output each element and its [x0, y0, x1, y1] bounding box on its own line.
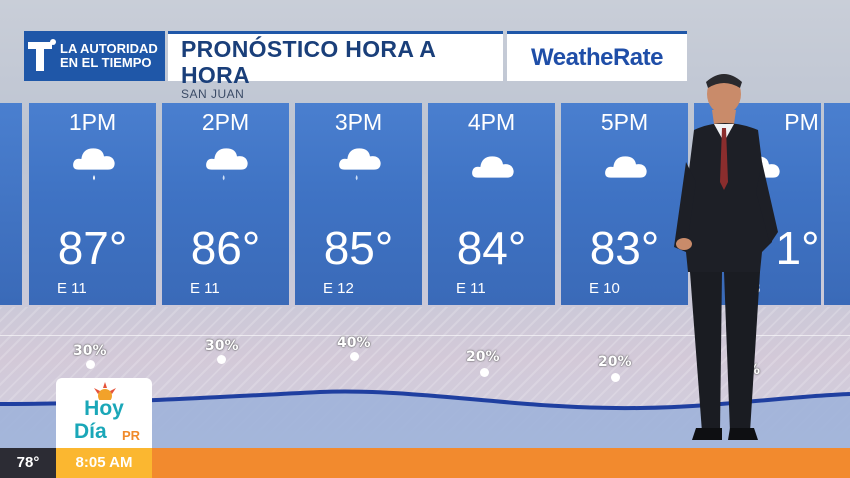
cloud-icon — [605, 156, 647, 178]
precip-point — [217, 355, 226, 364]
current-time: 8:05 AM — [56, 448, 152, 478]
precip-label: 30% — [73, 343, 107, 359]
forecast-wind: E 11 — [456, 280, 486, 297]
forecast-wind: E 11 — [190, 280, 220, 297]
forecast-time: PM — [784, 109, 819, 135]
location-label: SAN JUAN — [181, 87, 245, 101]
network-logo-line2: EN EL TIEMPO — [60, 55, 152, 70]
forecast-time: 4PM — [467, 109, 516, 135]
cloud-rain-icon — [73, 148, 115, 181]
cloud-icon — [472, 156, 514, 178]
precip-label: 20% — [598, 354, 632, 370]
title-panel: PRONÓSTICO HORA A HORA SAN JUAN — [168, 31, 503, 101]
forecast-temp: 83° — [589, 222, 660, 274]
forecast-card-partial-left — [0, 103, 22, 305]
precip-point — [480, 368, 489, 377]
show-logo: Hoy Día PR — [56, 378, 152, 448]
show-name-line1: Hoy — [84, 397, 124, 420]
forecast-card: 4PM 84° E 11 — [428, 103, 555, 305]
precip-label: 30% — [205, 338, 239, 354]
forecast-wind: E 11 — [57, 280, 87, 297]
sun-icon — [94, 382, 116, 400]
forecast-card: 1PM 87° E 11 — [29, 103, 156, 305]
brand-logo: WeatheRate — [507, 31, 687, 81]
precip-point — [350, 352, 359, 361]
precip-label: 20% — [466, 349, 500, 365]
forecast-wind: E 10 — [589, 280, 620, 297]
forecast-temp: 1° — [775, 222, 820, 274]
brand-name: WeatheRate — [531, 43, 663, 71]
precip-point — [611, 373, 620, 382]
show-name-line2: Día — [74, 420, 107, 443]
forecast-card: 3PM 85° E 12 — [295, 103, 422, 305]
forecast-card: 2PM 86° E 11 — [162, 103, 289, 305]
page-title: PRONÓSTICO HORA A HORA — [181, 36, 436, 88]
forecast-time: 3PM — [334, 109, 383, 135]
cloud-rain-icon — [339, 148, 381, 181]
forecast-card: 5PM 83° E 10 — [561, 103, 688, 305]
forecast-wind: E 12 — [323, 280, 354, 297]
current-temperature: 78° — [0, 448, 56, 478]
network-logo: LA AUTORIDAD EN EL TIEMPO — [24, 31, 165, 81]
forecast-temp: 87° — [57, 222, 128, 274]
chart-gridline — [0, 335, 850, 336]
telemundo-t-icon — [28, 39, 58, 73]
meteorologist-presenter — [674, 74, 778, 440]
cloud-rain-icon — [206, 148, 248, 181]
precip-label: 40% — [337, 335, 371, 351]
forecast-temp: 84° — [456, 222, 527, 274]
network-logo-line1: LA AUTORIDAD — [60, 41, 158, 56]
forecast-card-partial-right — [824, 103, 850, 305]
forecast-temp: 86° — [190, 222, 261, 274]
precip-point — [86, 360, 95, 369]
header: LA AUTORIDAD EN EL TIEMPO PRONÓSTICO HOR… — [24, 31, 687, 101]
forecast-time: 1PM — [68, 109, 117, 135]
show-name-suffix: PR — [122, 428, 141, 443]
forecast-time: 2PM — [201, 109, 250, 135]
forecast-time: 5PM — [600, 109, 649, 135]
forecast-temp: 85° — [323, 222, 394, 274]
